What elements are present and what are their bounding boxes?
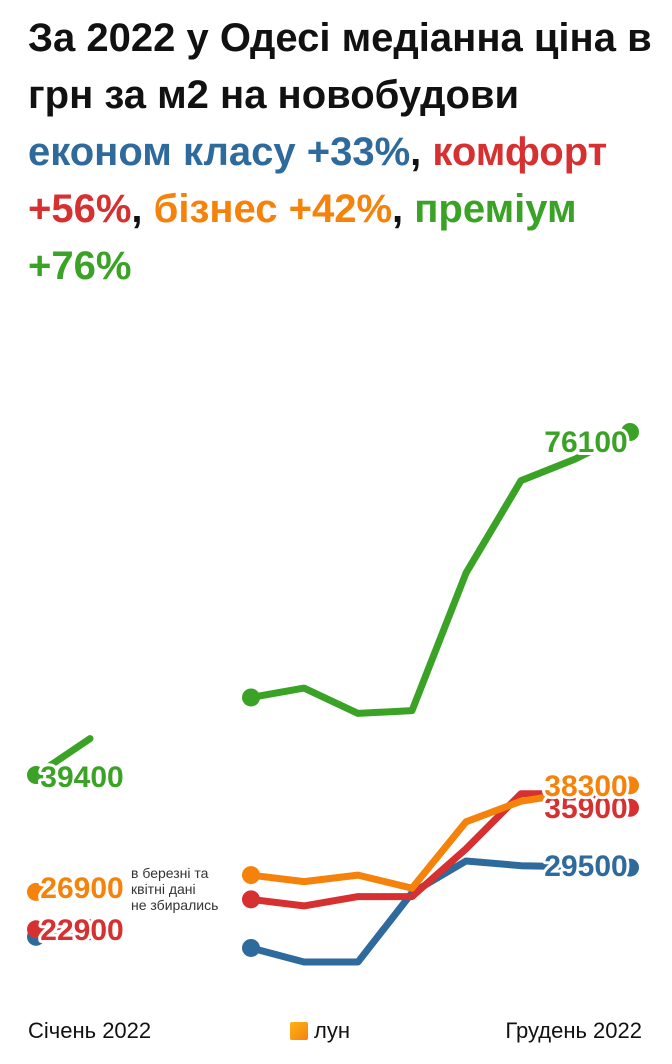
value-labels: 29500 22900 35900 26900 38300 39400 76100 в бер…	[37, 423, 630, 950]
logo-text: лун	[314, 1018, 350, 1043]
title-business: бізнес +42%	[153, 187, 393, 231]
series-line-3-segment-1	[247, 428, 634, 717]
annotation-line: в березні та	[131, 865, 209, 881]
lun-logo-icon	[290, 1022, 308, 1040]
series-point-1-end	[621, 798, 639, 817]
series-point-2-end	[621, 776, 639, 795]
no-data-annotation: в березні та квітні дані не збирались	[131, 865, 218, 913]
series-line-1-segment-0	[32, 919, 94, 933]
lun-logo: лун	[290, 1018, 350, 1044]
title-econ: економ класу +33%	[28, 130, 411, 174]
series-point-3-end	[621, 423, 639, 441]
series-lines	[32, 428, 634, 966]
annotation-line: не збирались	[131, 897, 218, 913]
title-comfort: комфорт +56%	[28, 130, 608, 231]
value-label-0-last: 29500	[544, 850, 627, 883]
chart-title: За 2022 у Одесі медіанна ціна в грн за м…	[28, 10, 658, 295]
series-line-3-segment-0	[32, 735, 94, 779]
title-separator: ,	[131, 187, 154, 231]
x-axis-end-label: Грудень 2022	[505, 1018, 642, 1043]
value-label-2-first: 26900	[40, 872, 123, 905]
title-separator: ,	[392, 187, 415, 231]
value-label-1-last: 35900	[544, 792, 627, 825]
series-points	[27, 423, 639, 957]
series-point-2-segment-1-start	[242, 866, 260, 885]
value-label-3-first: 39400	[40, 761, 123, 794]
value-label-3-last: 76100	[544, 426, 627, 459]
series-point-2-segment-0-start	[27, 882, 45, 901]
series-point-0-end	[621, 858, 639, 877]
series-point-3-segment-0-start	[27, 766, 45, 785]
series-point-1-segment-0-start	[27, 920, 45, 939]
title-separator: ,	[410, 130, 433, 174]
x-axis-start-label: Січень 2022	[28, 1018, 152, 1043]
series-point-1-segment-1-start	[242, 890, 260, 909]
value-label-1-first: 22900	[40, 914, 123, 947]
value-label-2-last: 38300	[544, 770, 627, 803]
series-line-2-segment-0	[32, 886, 94, 896]
title-intro: За 2022 у Одесі медіанна ціна в грн за м…	[28, 16, 652, 117]
series-line-2-segment-1	[247, 781, 634, 892]
series-point-3-segment-1-start	[242, 688, 260, 707]
title-premium: преміум +76%	[28, 187, 577, 288]
series-point-0-segment-1-start	[242, 938, 260, 957]
annotation-line: квітні дані	[131, 881, 196, 897]
